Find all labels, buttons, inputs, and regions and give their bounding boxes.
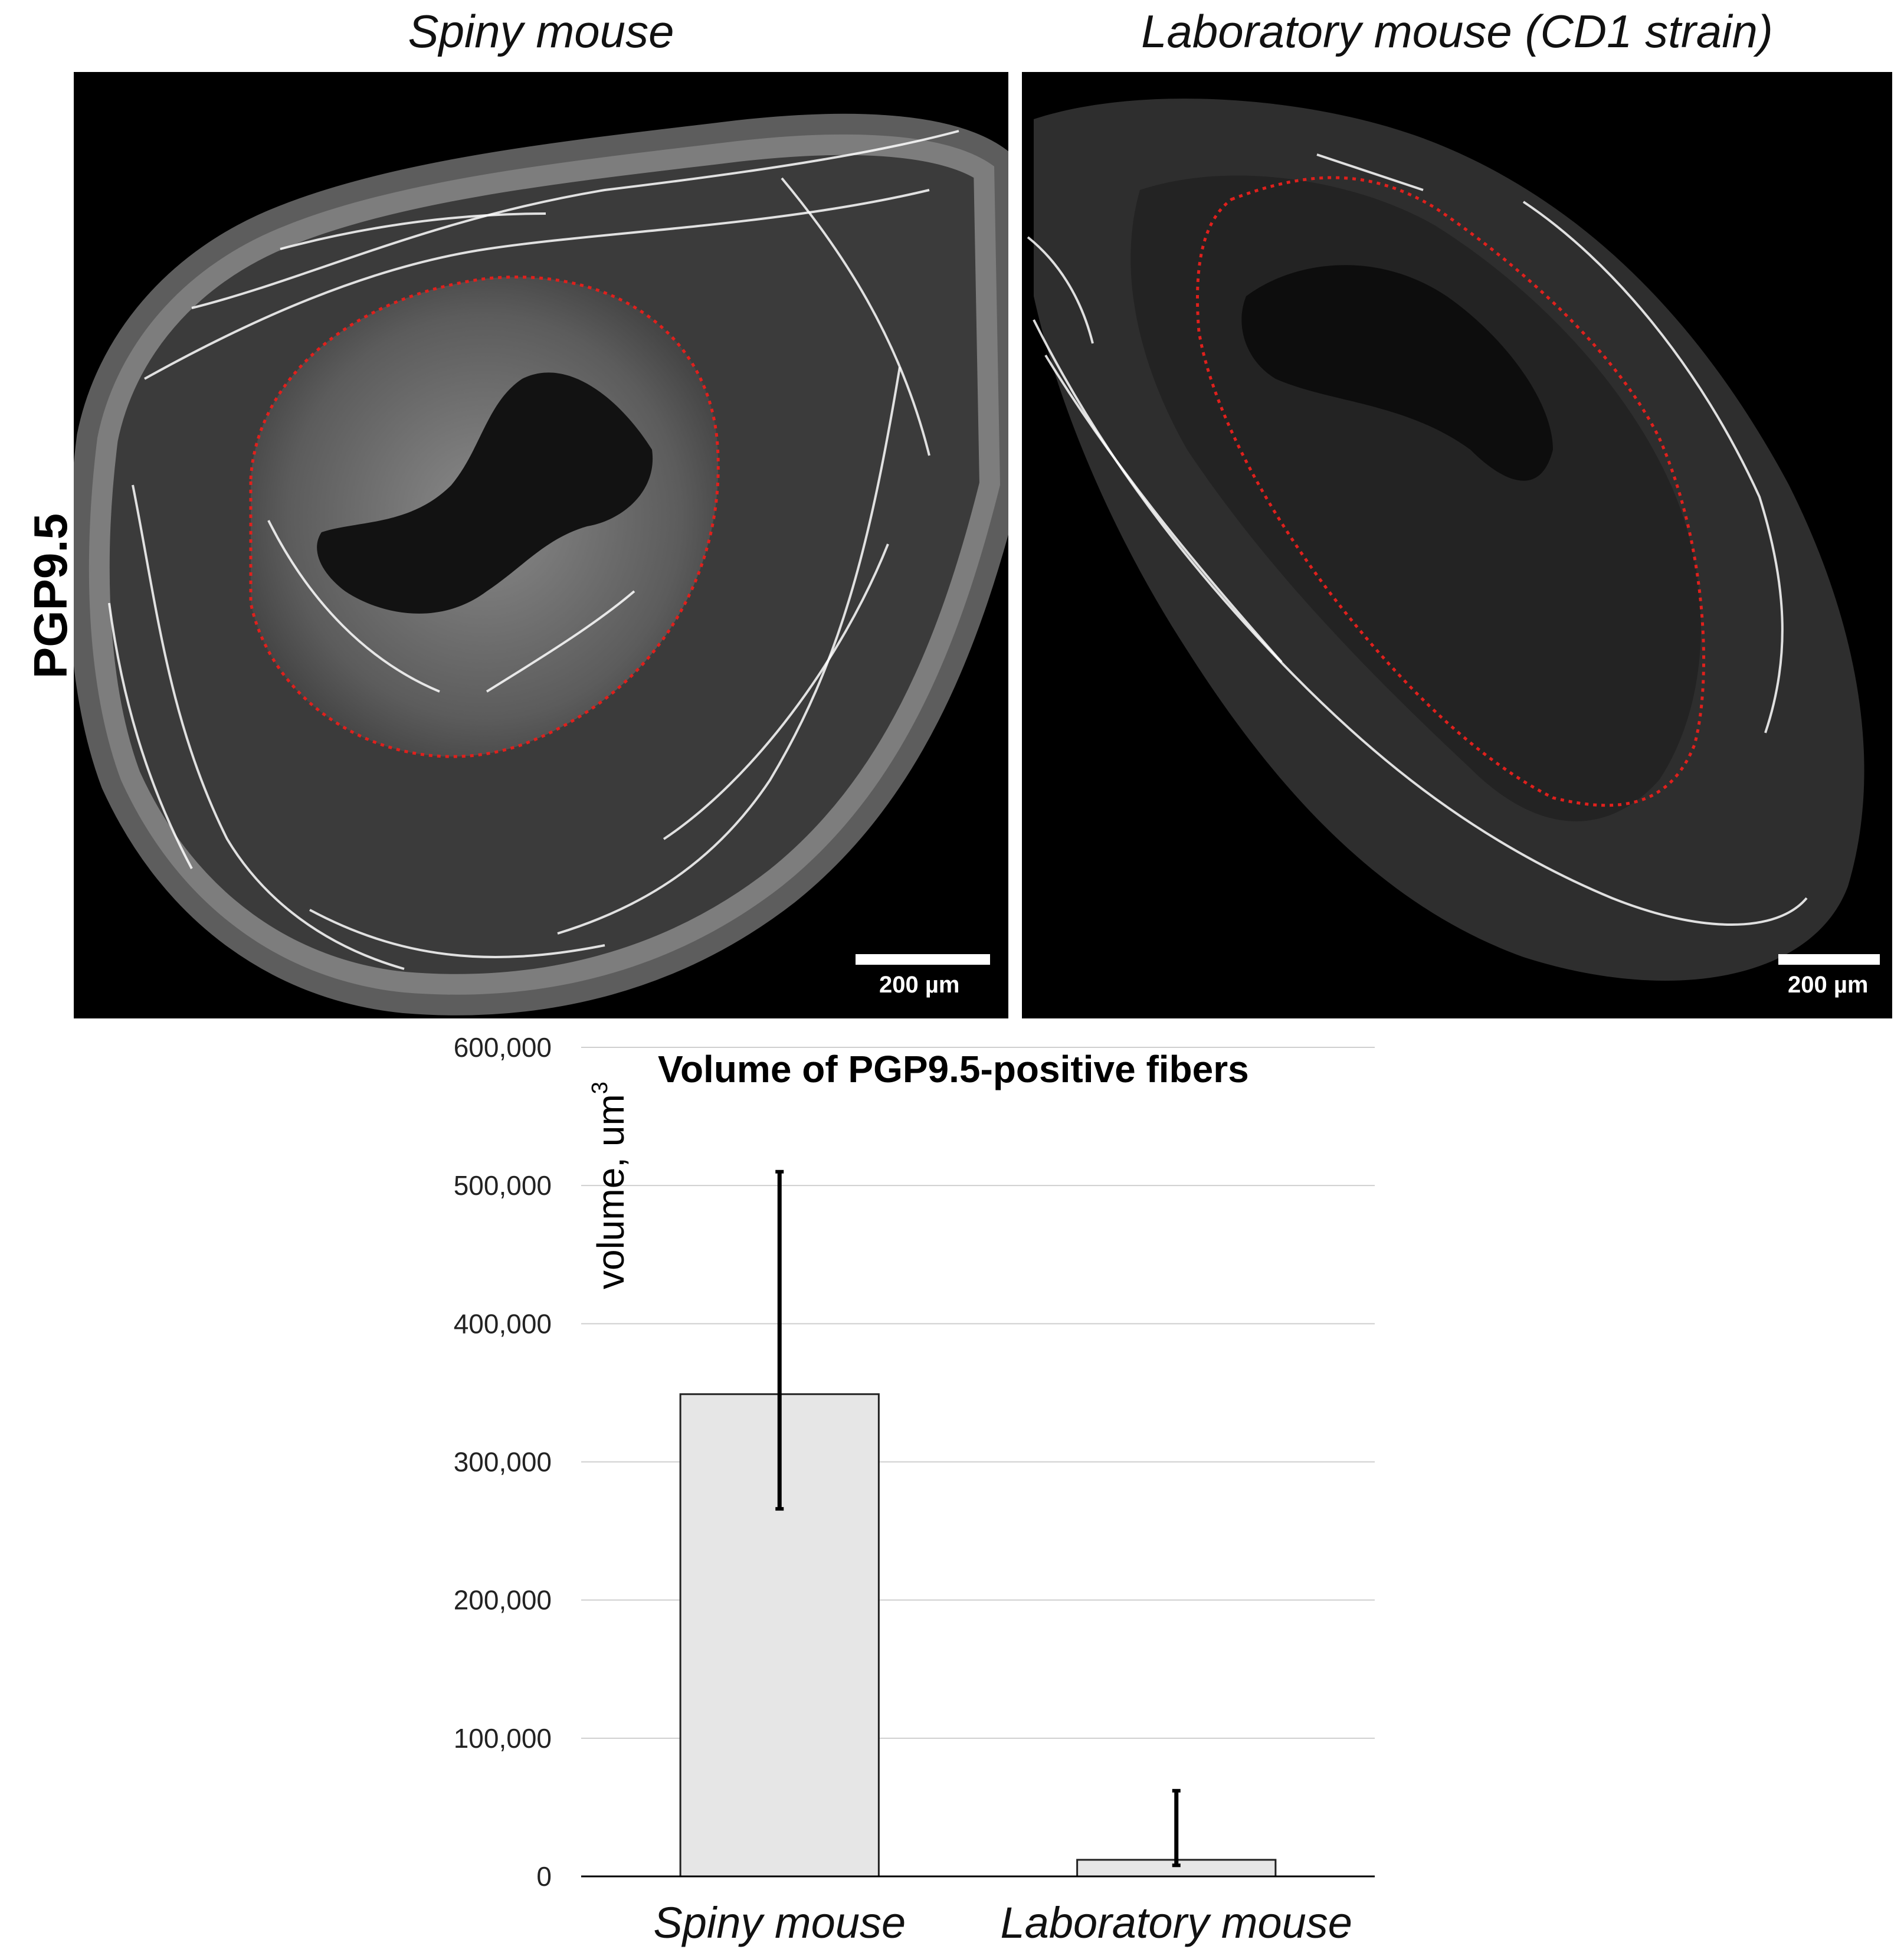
left-panel-title: Spiny mouse [408,5,674,57]
x-tick-label: Laboratory mouse [1001,1898,1352,1947]
y-tick-label: 0 [536,1861,552,1892]
left-scale-bar-label: 200 µm [879,972,960,998]
chart-bars [679,1393,1277,1878]
chart-error-bars [775,1169,1181,1868]
y-axis-title: volume, um3 [588,1082,632,1289]
right-scale-bar [1778,954,1880,965]
lab-mouse-tissue-image [1027,99,1864,981]
right-scale-bar-label: 200 µm [1788,972,1869,998]
right-panel-title: Laboratory mouse (CD1 strain) [1141,5,1773,57]
y-tick-label: 400,000 [454,1308,552,1339]
y-tick-label: 300,000 [454,1447,552,1478]
x-tick-labels: Spiny mouse Laboratory mouse [653,1898,1352,1947]
y-axis-title-text: volume, um [589,1094,632,1289]
lab-mouse-micrograph: 200 µm [1022,72,1892,1018]
y-axis-title-superscript: 3 [588,1082,612,1094]
left-scale-bar [856,954,990,965]
spiny-mouse-tissue-image [74,113,1008,1015]
chart-title: Volume of PGP9.5-positive fibers [658,1048,1249,1090]
y-tick-labels: 0 100,000 200,000 300,000 400,000 500,000 600,… [454,1032,552,1892]
y-tick-label: 600,000 [454,1032,552,1063]
y-tick-label: 500,000 [454,1170,552,1201]
row-label-text: PGP9.5 [24,513,77,679]
y-tick-label: 100,000 [454,1723,552,1754]
svg-text:volume, um3: volume, um3 [588,1082,632,1289]
spiny-mouse-micrograph: 200 µm [74,72,1008,1018]
y-tick-label: 200,000 [454,1585,552,1616]
x-tick-label: Spiny mouse [653,1898,906,1947]
volume-bar-chart: 0 100,000 200,000 300,000 400,000 500,000 600,… [454,1032,1375,1947]
